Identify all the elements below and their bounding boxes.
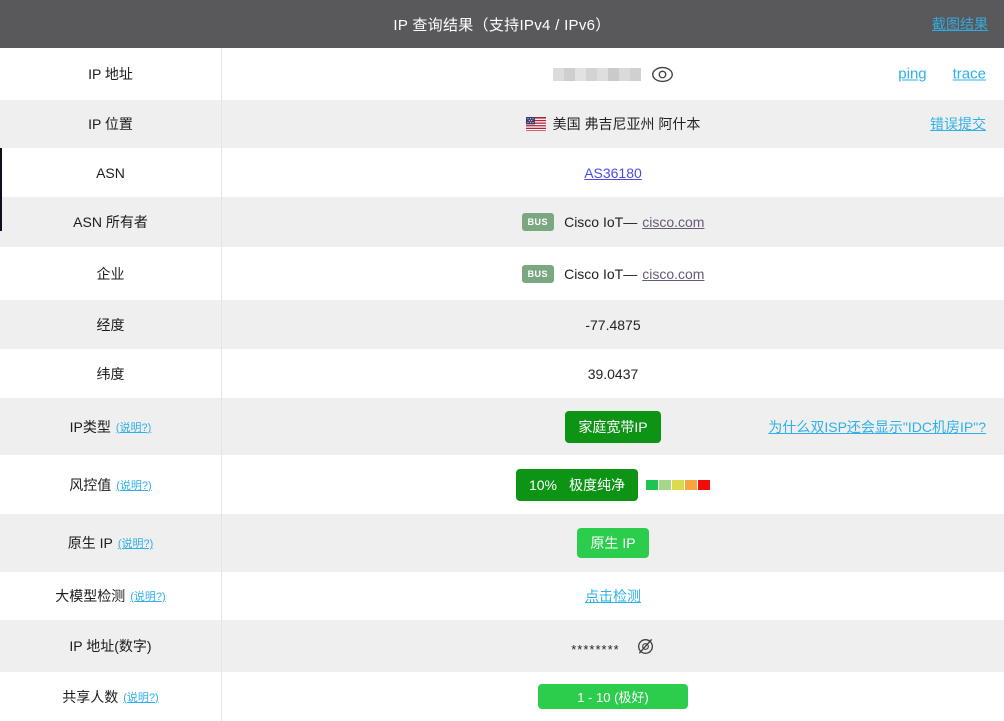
row-ip-address: IP 地址 ping trace	[0, 48, 1004, 100]
row-label: 大模型检测 (说明?)	[0, 572, 222, 620]
row-enterprise: 企业 BUS Cisco IoT— cisco.com	[0, 247, 1004, 300]
row-content: BUS Cisco IoT— cisco.com	[222, 247, 1004, 300]
row-label: 企业	[0, 247, 222, 300]
row-label: 共享人数 (说明?)	[0, 672, 222, 721]
row-label: ASN	[0, 148, 222, 197]
risk-badge: 10% 极度纯净	[515, 468, 639, 501]
row-label-text: 原生 IP	[67, 535, 113, 551]
risk-scale-bar	[646, 479, 711, 490]
enterprise-domain-link[interactable]: cisco.com	[642, 265, 705, 282]
risk-text: 极度纯净	[569, 476, 626, 493]
row-content: 39.0437	[222, 349, 1004, 398]
header-bar: IP 查询结果（支持IPv4 / IPv6） 截图结果	[0, 0, 1004, 48]
row-content: 美国 弗吉尼亚州 阿什本 错误提交	[222, 100, 1004, 148]
row-content: ping trace	[222, 48, 1004, 100]
screenshot-result-link[interactable]: 截图结果	[932, 16, 988, 32]
owner-name: Cisco IoT—	[564, 214, 638, 230]
ip-type-badge: 家庭宽带IP	[565, 410, 661, 443]
owner-domain-link[interactable]: cisco.com	[642, 214, 705, 230]
eye-off-icon[interactable]	[636, 637, 655, 656]
risk-bar-segment	[698, 479, 711, 490]
row-content: ********	[222, 620, 1004, 672]
row-content: -77.4875	[222, 300, 1004, 349]
ip-type-help-link[interactable]: (说明?)	[115, 421, 152, 434]
ip-result-table: IP 地址 ping trace IP 位置	[0, 48, 1004, 721]
risk-bar-segment	[685, 479, 698, 490]
row-asn: ASN AS36180	[0, 148, 1004, 197]
row-llm-detect: 大模型检测 (说明?) 点击检测	[0, 572, 1004, 620]
left-edge-artifact	[0, 148, 2, 231]
row-native-ip: 原生 IP (说明?) 原生 IP	[0, 514, 1004, 572]
row-label: 原生 IP (说明?)	[0, 514, 222, 572]
error-submit-link[interactable]: 错误提交	[930, 116, 986, 132]
native-ip-badge: 原生 IP	[577, 528, 649, 558]
blurred-ip-value	[552, 67, 641, 81]
row-latitude: 纬度 39.0437	[0, 349, 1004, 398]
row-label-text: IP类型	[69, 418, 111, 435]
eye-icon[interactable]	[651, 66, 674, 83]
row-label: IP 位置	[0, 100, 222, 148]
shared-count-help-link[interactable]: (说明?)	[123, 691, 159, 704]
row-label: IP 地址	[0, 48, 222, 100]
row-content: 1 - 10 (极好)	[222, 672, 1004, 721]
row-label: 风控值 (说明?)	[0, 455, 222, 514]
row-label: ASN 所有者	[0, 197, 222, 247]
click-detect-link[interactable]: 点击检测	[585, 588, 641, 604]
risk-help-link[interactable]: (说明?)	[116, 479, 152, 492]
bus-badge: BUS	[521, 264, 555, 283]
row-label-text: 大模型检测	[55, 588, 126, 604]
longitude-value: -77.4875	[585, 316, 641, 333]
shared-count-badge: 1 - 10 (极好)	[538, 684, 688, 709]
enterprise-name: Cisco IoT—	[564, 265, 638, 282]
ping-link[interactable]: ping	[898, 65, 927, 83]
us-flag-icon	[525, 117, 546, 131]
row-ip-numeric: IP 地址(数字) ********	[0, 620, 1004, 672]
row-risk-value: 风控值 (说明?) 10% 极度纯净	[0, 455, 1004, 514]
row-label: IP 地址(数字)	[0, 620, 222, 672]
dual-isp-question-link[interactable]: 为什么双ISP还会显示"IDC机房IP"?	[768, 418, 986, 435]
row-label-text: 共享人数	[62, 688, 119, 705]
row-label: 经度	[0, 300, 222, 349]
llm-help-link[interactable]: (说明?)	[130, 591, 166, 603]
row-longitude: 经度 -77.4875	[0, 300, 1004, 349]
row-content: 家庭宽带IP 为什么双ISP还会显示"IDC机房IP"?	[222, 398, 1004, 455]
risk-percent: 10%	[528, 476, 558, 493]
row-content: 10% 极度纯净	[222, 455, 1004, 514]
location-value: 美国 弗吉尼亚州 阿什本	[552, 116, 701, 132]
row-ip-location: IP 位置 美国 弗吉尼亚州 阿什本 错误提交	[0, 100, 1004, 148]
hidden-numeric-value: ********	[571, 641, 620, 657]
row-asn-owner: ASN 所有者 BUS Cisco IoT— cisco.com	[0, 197, 1004, 247]
row-label: IP类型 (说明?)	[0, 398, 222, 455]
trace-link[interactable]: trace	[952, 65, 986, 83]
row-content: 原生 IP	[222, 514, 1004, 572]
row-shared-count: 共享人数 (说明?) 1 - 10 (极好)	[0, 672, 1004, 721]
row-ip-type: IP类型 (说明?) 家庭宽带IP 为什么双ISP还会显示"IDC机房IP"?	[0, 398, 1004, 455]
risk-bar-segment	[659, 479, 672, 490]
asn-link[interactable]: AS36180	[584, 164, 642, 181]
risk-bar-segment	[672, 479, 685, 490]
native-ip-help-link[interactable]: (说明?)	[117, 538, 154, 550]
bus-badge: BUS	[521, 213, 555, 231]
row-label-text: 风控值	[69, 476, 112, 493]
latitude-value: 39.0437	[587, 365, 639, 382]
row-content: 点击检测	[222, 572, 1004, 620]
page-title: IP 查询结果（支持IPv4 / IPv6）	[393, 16, 611, 34]
row-content: AS36180	[222, 148, 1004, 197]
risk-bar-segment	[646, 479, 659, 490]
row-content: BUS Cisco IoT— cisco.com	[222, 197, 1004, 247]
row-label: 纬度	[0, 349, 222, 398]
